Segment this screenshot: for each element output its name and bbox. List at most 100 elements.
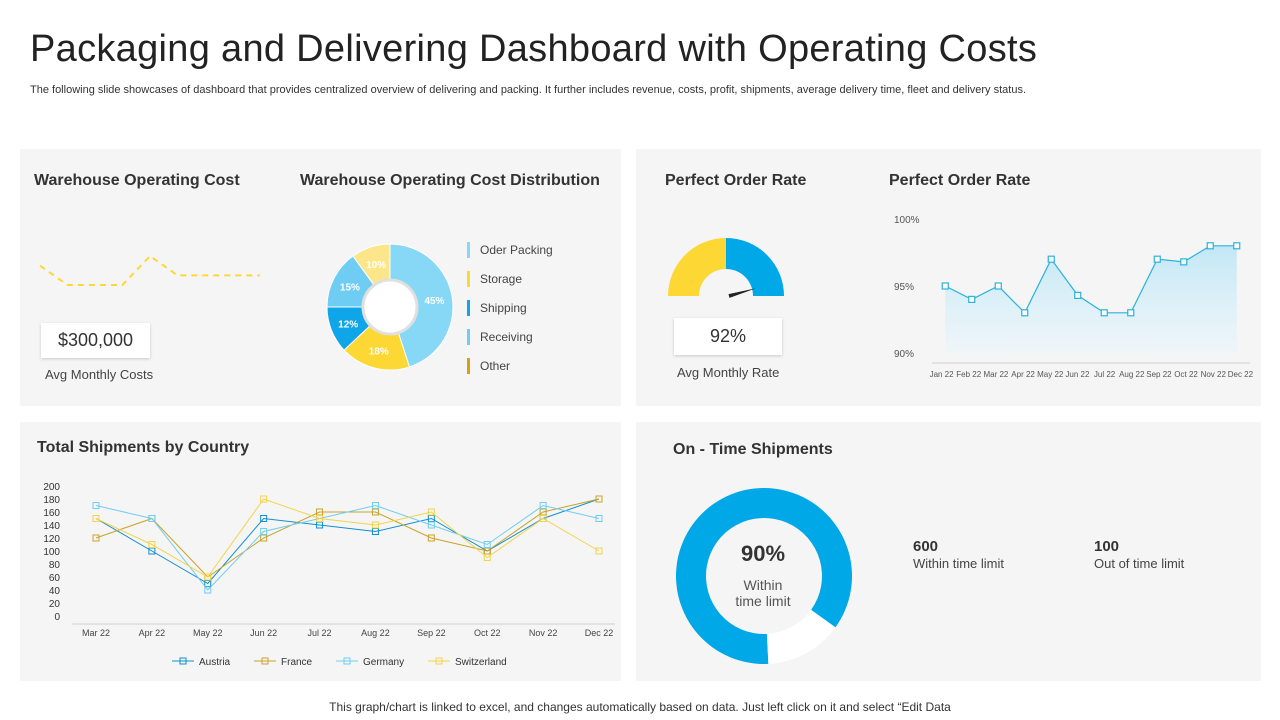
- distribution-donut[interactable]: 45% 18% 12% 15% 10%: [320, 237, 460, 377]
- footer-note: This graph/chart is linked to excel, and…: [329, 700, 951, 714]
- po-series-line: [944, 245, 1237, 314]
- po-xtick-label: Feb 22: [956, 370, 981, 379]
- po-point: [1206, 242, 1214, 250]
- page-subtitle: The following slide showcases of dashboa…: [30, 84, 1027, 96]
- shipments-point: [483, 554, 491, 561]
- po-point: [1047, 255, 1055, 263]
- shipments-ytick-label: 160: [43, 508, 60, 519]
- distribution-legend-item: Oder Packing: [467, 242, 553, 258]
- po-point: [1100, 309, 1108, 317]
- shipments-xtick-label: Apr 22: [139, 628, 166, 638]
- po-ytick-label: 100%: [894, 215, 920, 226]
- po-xtick-label: Sep 22: [1146, 370, 1172, 379]
- shipments-point: [371, 502, 379, 509]
- warehouse-sparkline[interactable]: [36, 248, 264, 293]
- shipments-legend-label: Austria: [199, 657, 231, 668]
- ontime-center-pct: 90%: [740, 541, 786, 566]
- shipments-point: [595, 515, 603, 522]
- perfect-order-chart-title: Perfect Order Rate: [889, 172, 1031, 189]
- ontime-stat-within-label: Within time limit: [913, 556, 1005, 571]
- perfect-order-value: 92%: [674, 318, 782, 355]
- shipments-series-line: [95, 498, 600, 585]
- shipments-xtick-label: Nov 22: [529, 628, 558, 638]
- perfect-order-gauge[interactable]: [662, 232, 790, 300]
- po-point: [1180, 258, 1188, 266]
- shipments-xtick-label: Jun 22: [250, 628, 277, 638]
- shipments-point: [148, 541, 156, 548]
- shipments-ytick-label: 100: [43, 547, 60, 558]
- gauge-needle: [728, 288, 757, 298]
- distribution-title: Warehouse Operating Cost Distribution: [300, 172, 600, 189]
- shipments-xtick-label: Sep 22: [417, 628, 446, 638]
- po-xtick-label: Apr 22: [1011, 370, 1035, 379]
- ontime-segment: [766, 609, 836, 664]
- po-point: [1074, 291, 1082, 299]
- warehouse-cost-value: $300,000: [41, 323, 150, 358]
- distribution-slice-label: 12%: [338, 320, 358, 331]
- shipments-xtick-label: May 22: [193, 628, 223, 638]
- po-xtick-label: Mar 22: [983, 370, 1008, 379]
- po-xtick-label: Nov 22: [1201, 370, 1227, 379]
- shipments-panel: [20, 422, 621, 681]
- shipments-point: [260, 495, 268, 503]
- distribution-slice-label: 10%: [366, 260, 386, 271]
- shipments-point: [316, 515, 324, 522]
- shipments-point: [92, 534, 100, 542]
- po-point: [1021, 309, 1029, 317]
- po-xtick-label: Jun 22: [1065, 370, 1090, 379]
- warehouse-cost-caption: Avg Monthly Costs: [45, 367, 154, 382]
- page-title: Packaging and Delivering Dashboard with …: [30, 28, 1038, 70]
- shipments-legend-marker: [435, 657, 443, 665]
- shipments-series-line: [95, 504, 600, 591]
- po-area: [945, 245, 1237, 353]
- ontime-title: On - Time Shipments: [673, 441, 833, 458]
- shipments-point: [204, 586, 212, 594]
- shipments-legend-label: Switzerland: [455, 657, 507, 668]
- shipments-point: [92, 502, 100, 509]
- po-ytick-label: 90%: [894, 349, 914, 360]
- po-ytick-label: 95%: [894, 282, 914, 293]
- po-xtick-label: Jan 22: [930, 370, 955, 379]
- po-point: [968, 295, 976, 304]
- shipments-xtick-label: Jul 22: [308, 628, 332, 638]
- shipments-point: [427, 508, 435, 516]
- distribution-slice-label: 15%: [340, 283, 360, 294]
- shipments-point: [539, 515, 547, 522]
- po-xtick-label: Oct 22: [1174, 370, 1198, 379]
- shipments-xtick-label: Dec 22: [585, 628, 614, 638]
- shipments-point: [260, 515, 268, 522]
- shipments-ytick-label: 20: [49, 599, 61, 610]
- shipments-ytick-label: 40: [49, 586, 61, 597]
- distribution-slice-label: 45%: [424, 296, 444, 307]
- shipments-title: Total Shipments by Country: [37, 439, 250, 456]
- shipments-ytick-label: 60: [49, 573, 61, 584]
- warehouse-cost-title: Warehouse Operating Cost: [34, 172, 240, 189]
- shipments-ytick-label: 180: [43, 495, 60, 506]
- shipments-point: [427, 521, 435, 529]
- shipments-point: [483, 541, 491, 548]
- perfect-order-title: Perfect Order Rate: [665, 172, 807, 189]
- distribution-legend-item: Storage: [467, 271, 522, 287]
- shipments-xtick-label: Oct 22: [474, 628, 501, 638]
- ontime-center-line2: time limit: [735, 593, 791, 609]
- ontime-stat-out-label: Out of time limit: [1094, 556, 1185, 571]
- warehouse-panel: [20, 149, 621, 406]
- shipments-point: [595, 547, 603, 555]
- distribution-slice-label: 18%: [369, 347, 389, 358]
- shipments-legend-marker: [261, 657, 269, 665]
- shipments-ytick-label: 200: [43, 482, 60, 493]
- ontime-center-line1: Within: [743, 577, 783, 593]
- perfect-order-line-chart[interactable]: 90% 95% 100% Jan 22 Feb 22 Mar 22 Apr 22 May 22…: [890, 205, 1255, 385]
- shipments-line-chart[interactable]: 0 20 40 60 80 100 120 140 160 180 200 Mar 22 Apr 22 M…: [30, 478, 620, 678]
- po-point: [1233, 242, 1241, 250]
- po-xtick-label: May 22: [1037, 370, 1064, 379]
- shipments-ytick-label: 0: [54, 612, 60, 623]
- ontime-donut[interactable]: [673, 485, 855, 667]
- po-point: [994, 282, 1002, 290]
- shipments-ytick-label: 80: [49, 560, 61, 571]
- shipments-point: [260, 528, 268, 535]
- shipments-xtick-label: Aug 22: [361, 628, 390, 638]
- shipments-ytick-label: 120: [43, 534, 60, 545]
- po-xtick-label: Aug 22: [1119, 370, 1145, 379]
- shipments-point: [371, 521, 379, 529]
